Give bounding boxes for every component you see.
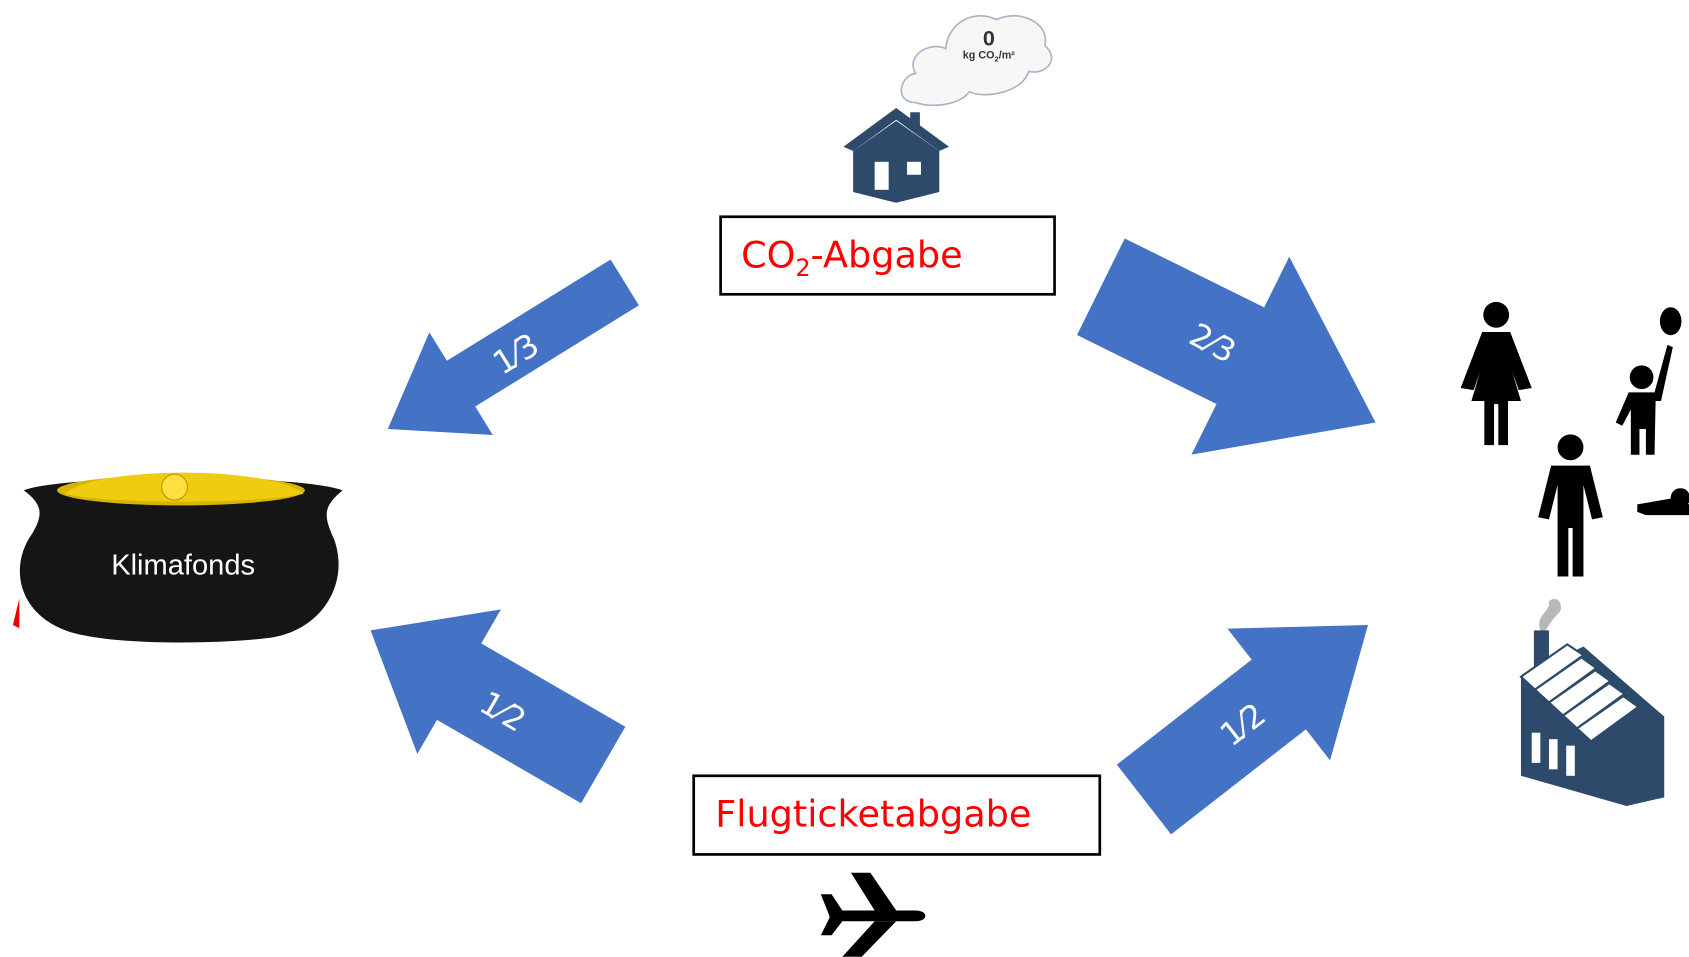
cloud: 0 kg CO2/m² <box>900 15 1053 107</box>
pot: Klimafonds <box>12 472 343 643</box>
cloud-value: 0 <box>983 26 995 50</box>
factory-icon <box>1519 599 1665 806</box>
arrow <box>370 609 626 804</box>
co2-box <box>719 215 1056 296</box>
people-icons <box>1460 301 1689 577</box>
arrow <box>1116 624 1369 835</box>
flight-label: Flugticketabgabe <box>715 792 1031 835</box>
house-icon <box>843 107 949 203</box>
co2-label: CO2-Abgabe <box>741 233 963 282</box>
arrow <box>1077 238 1376 455</box>
cloud-unit: kg CO2/m² <box>963 49 1015 63</box>
flight-box <box>692 774 1102 856</box>
airplane-icon <box>820 872 926 957</box>
fund-label: Klimafonds <box>111 549 255 581</box>
arrow <box>387 259 639 435</box>
arrows: 1⁄3 2⁄31⁄2 1⁄2 <box>370 238 1376 835</box>
